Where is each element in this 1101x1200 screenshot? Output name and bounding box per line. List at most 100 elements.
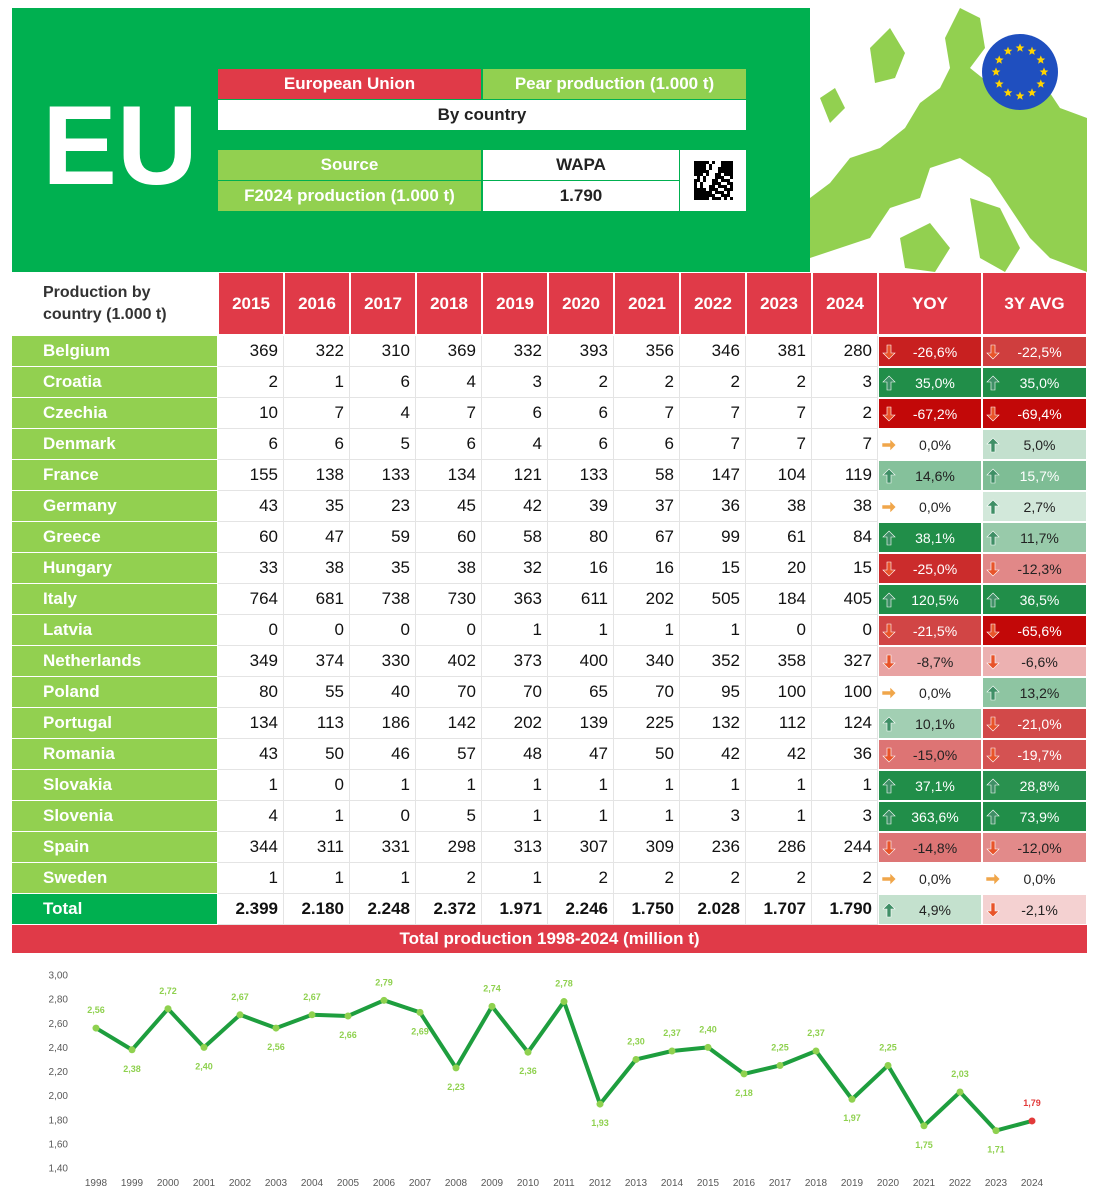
change-cell: 0,0%	[983, 864, 1086, 893]
country-cell: Poland	[12, 677, 217, 707]
source-value: WAPA	[483, 150, 679, 180]
qr-module	[694, 170, 697, 173]
data-label: 2,25	[771, 1042, 789, 1052]
x-tick-label: 2015	[697, 1178, 720, 1189]
trend-arrow	[882, 468, 896, 484]
value-cell: 2	[614, 367, 680, 398]
value-cell: 2.372	[416, 894, 482, 925]
value-cell: 61	[746, 522, 812, 553]
value-cell: 0	[746, 615, 812, 646]
arrow-shape	[882, 716, 896, 732]
value-cell: 100	[746, 677, 812, 708]
header-panel	[12, 8, 810, 272]
qr-module	[724, 164, 727, 167]
trend-arrow	[986, 437, 1000, 453]
star	[1003, 46, 1013, 55]
data-label: 2,72	[159, 986, 177, 996]
trend-arrow	[986, 406, 1000, 422]
qr-module	[724, 194, 727, 197]
value-cell: 1.790	[812, 894, 878, 925]
arrow-shape	[986, 530, 1000, 546]
qr-module	[727, 191, 730, 194]
qr-module	[727, 179, 730, 182]
qr-module	[718, 167, 721, 170]
qr-module	[700, 161, 703, 164]
value-cell: 37	[614, 491, 680, 522]
arrow-shape	[986, 872, 1000, 886]
trend-arrow	[986, 716, 1000, 732]
x-tick-label: 2010	[517, 1178, 540, 1189]
value-cell: 0	[812, 615, 878, 646]
x-tick-label: 2001	[193, 1178, 216, 1189]
qr-module	[715, 182, 718, 185]
x-tick-label: 2008	[445, 1178, 468, 1189]
qr-module	[721, 170, 724, 173]
value-cell: 35	[350, 553, 416, 584]
qr-module	[703, 176, 706, 179]
x-tick-label: 2020	[877, 1178, 900, 1189]
arrow-shape	[986, 809, 1000, 825]
qr-module	[697, 197, 700, 200]
qr-module	[694, 185, 697, 188]
y-tick-label: 2,40	[49, 1043, 69, 1054]
qr-module	[697, 161, 700, 164]
qr-module	[730, 185, 733, 188]
arrow-shape	[882, 872, 896, 886]
value-cell: 119	[812, 460, 878, 491]
trend-arrow	[882, 902, 896, 918]
star	[1027, 88, 1037, 97]
qr-module	[724, 188, 727, 191]
value-cell: 6	[548, 429, 614, 460]
x-tick-label: 2023	[985, 1178, 1008, 1189]
arrow-shape	[882, 344, 896, 360]
value-cell: 80	[218, 677, 284, 708]
arrow-shape	[986, 437, 1000, 453]
x-tick-label: 2021	[913, 1178, 936, 1189]
x-tick-label: 2012	[589, 1178, 612, 1189]
country-cell: Greece	[12, 522, 217, 552]
qr-module	[712, 188, 715, 191]
value-cell: 70	[482, 677, 548, 708]
qr-module	[700, 173, 703, 176]
trend-arrow	[986, 530, 1000, 546]
marker	[956, 1088, 964, 1096]
map	[810, 8, 1087, 272]
change-cell: -21,5%	[879, 616, 981, 645]
value-cell: 2.028	[680, 894, 746, 925]
value-cell: 2	[680, 863, 746, 894]
qr-module	[727, 167, 730, 170]
x-tick-label: 1998	[85, 1178, 108, 1189]
trend-arrow	[986, 344, 1000, 360]
subtitle-cell: By country	[218, 100, 746, 130]
qr-module	[715, 173, 718, 176]
marker	[884, 1061, 892, 1069]
qr-module	[730, 164, 733, 167]
qr-module	[718, 170, 721, 173]
value-cell: 331	[350, 832, 416, 863]
trend-arrow	[986, 809, 1000, 825]
trend-arrow	[882, 686, 896, 700]
data-label: 1,75	[915, 1140, 933, 1150]
arrow-shape	[882, 747, 896, 763]
x-tick-label: 2018	[805, 1178, 828, 1189]
column-header: 2018	[417, 273, 481, 334]
value-cell: 10	[218, 398, 284, 429]
arrow-shape	[882, 686, 896, 700]
value-cell: 244	[812, 832, 878, 863]
qr-module	[721, 185, 724, 188]
column-header: 2021	[615, 273, 679, 334]
value-cell: 7	[746, 398, 812, 429]
x-tick-label: 2017	[769, 1178, 792, 1189]
data-label: 2,40	[195, 1061, 213, 1071]
column-header: 2020	[549, 273, 613, 334]
marker	[812, 1047, 820, 1055]
star	[991, 67, 1001, 76]
qr-module	[703, 170, 706, 173]
column-header: 2015	[219, 273, 283, 334]
marker	[560, 998, 568, 1006]
value-cell: 381	[746, 336, 812, 367]
qr-module	[709, 194, 712, 197]
star	[994, 55, 1004, 64]
qr-module	[709, 167, 712, 170]
value-cell: 0	[218, 615, 284, 646]
